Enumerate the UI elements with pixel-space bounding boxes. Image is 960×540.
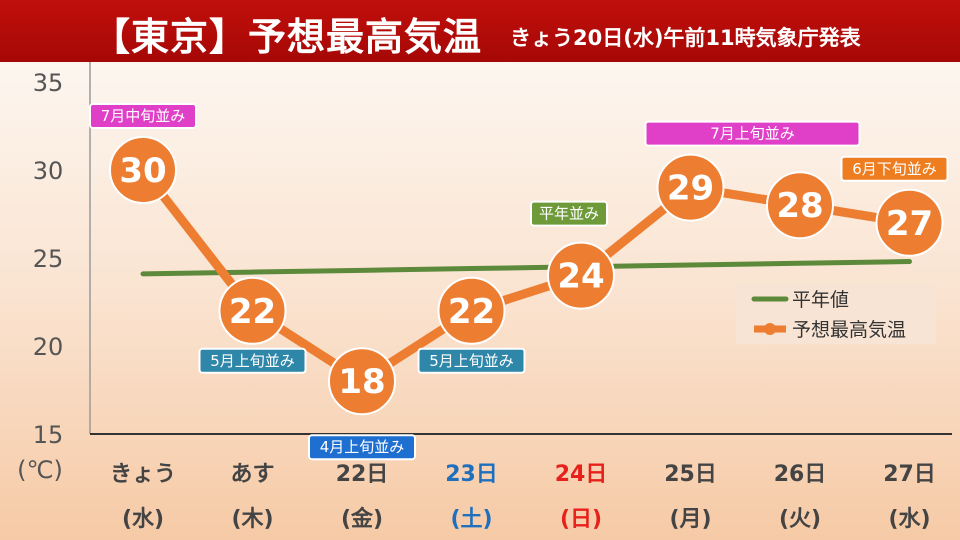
x-category-label: 26日: [774, 462, 827, 487]
header-bar: 【東京】予想最高気温 きょう20日(水)午前11時気象庁発表: [0, 0, 960, 62]
data-point: [875, 188, 944, 257]
y-tick-label: 15: [33, 421, 64, 449]
y-tick-label: 35: [33, 69, 64, 97]
legend-label-normal: 平年値: [792, 289, 849, 311]
chart-subtitle: きょう20日(水)午前11時気象庁発表: [510, 26, 861, 50]
x-weekday-label: (日): [560, 507, 602, 532]
annotation-label: 7月中旬並み: [101, 107, 186, 125]
x-category-label: あす: [230, 462, 274, 487]
x-weekday-label: (月): [669, 507, 711, 532]
x-category-label: 22日: [336, 462, 389, 487]
annotation-box: [840, 155, 949, 182]
annotation-box: [644, 120, 861, 147]
x-category-label: きょう: [110, 462, 176, 487]
annotation-box: [198, 347, 307, 374]
data-point: [547, 241, 615, 310]
data-label: 30: [119, 151, 166, 191]
y-axis-unit: (℃): [17, 456, 63, 484]
data-label: 22: [229, 292, 276, 332]
y-tick-label: 20: [33, 333, 64, 361]
data-label: 18: [338, 362, 385, 402]
x-weekday-label: (水): [122, 507, 164, 532]
data-label: 28: [776, 186, 823, 226]
data-label: 29: [667, 169, 714, 209]
data-point: [437, 276, 506, 345]
annotation-label: 7月上旬並み: [710, 125, 795, 143]
data-label: 24: [557, 257, 604, 297]
data-point: [328, 347, 396, 416]
x-weekday-label: (木): [231, 507, 273, 532]
data-point: [218, 276, 287, 345]
y-tick-label: 30: [33, 157, 64, 185]
x-category-label: 24日: [555, 462, 608, 487]
data-point: [109, 136, 177, 204]
chart-title: 【東京】予想最高気温: [92, 15, 483, 59]
legend-label-forecast: 予想最高気温: [792, 319, 906, 341]
y-tick-label: 25: [33, 245, 64, 273]
data-label: 22: [448, 292, 495, 332]
annotation-box: [308, 434, 416, 461]
annotation-label: 6月下旬並み: [852, 160, 937, 178]
data-label: 27: [886, 204, 933, 244]
data-point: [656, 153, 725, 222]
x-weekday-label: (金): [341, 506, 383, 532]
legend-marker-forecast: [764, 323, 776, 335]
x-weekday-label: (火): [779, 507, 821, 532]
x-category-label: 27日: [883, 462, 936, 487]
annotation-box: [417, 347, 526, 374]
x-weekday-label: (土): [450, 507, 492, 532]
data-point: [766, 171, 834, 240]
annotation-box: [89, 103, 197, 129]
annotation-label: 5月上旬並み: [210, 352, 295, 370]
x-category-label: 25日: [664, 462, 717, 487]
x-category-label: 23日: [445, 462, 498, 487]
annotation-box: [530, 200, 608, 227]
annotation-label: 5月上旬並み: [429, 352, 514, 370]
series-line-normal: [140, 259, 912, 277]
x-weekday-label: (水): [888, 507, 930, 532]
annotation-label: 平年並み: [539, 205, 599, 223]
annotation-label: 4月上旬並み: [320, 438, 405, 456]
